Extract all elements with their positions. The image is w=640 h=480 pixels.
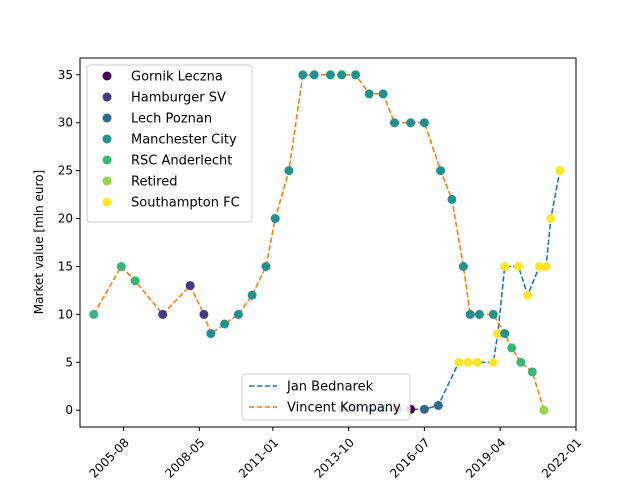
axes-frame [79,57,577,428]
data-point [474,309,484,319]
y-tick-label: 25 [58,164,73,178]
data-point [325,70,335,80]
data-point [546,214,556,223]
data-point [419,118,429,128]
data-point [458,262,468,271]
y-tick-label: 30 [58,116,73,130]
data-point [406,118,416,128]
club-legend-label: Southampton FC [131,196,240,211]
data-point [261,262,271,271]
data-point [488,309,498,319]
data-point [390,118,399,128]
y-axis-ticks: 0 5 10 15 20 25 30 35 [58,68,80,417]
data-point [158,309,168,319]
data-point [436,166,446,176]
data-point [220,319,230,329]
x-tick-label: 2013-10 [312,435,357,480]
x-tick-label: 2005-08 [87,435,132,480]
y-tick-label: 10 [58,307,73,321]
data-point [130,276,140,286]
data-point [247,290,257,300]
data-point [493,329,503,339]
y-tick-label: 15 [58,259,73,273]
data-point [433,400,443,410]
x-tick-label: 2016-07 [387,435,432,480]
series-legend-label: Vincent Kompany [287,401,401,416]
data-point [309,70,319,80]
club-legend: Gornik Leczna Hamburger SV Lech Poznan Manc… [86,64,253,223]
data-point [500,262,510,271]
data-point [555,166,565,176]
y-tick-label: 5 [65,355,73,369]
data-point [523,290,533,300]
data-point [541,262,551,271]
club-legend-marker [102,92,112,102]
y-tick-label: 0 [65,403,73,417]
club-legend-marker [102,176,112,186]
x-tick-label: 2011-01 [236,435,281,480]
club-legend-label: Manchester City [131,133,237,148]
data-point [89,309,99,319]
y-tick-label: 20 [58,212,73,226]
data-point [364,89,374,99]
data-point [463,357,473,367]
x-tick-label: 2022-01 [539,435,584,480]
club-legend-marker [102,155,112,165]
club-legend-marker [102,134,112,144]
series-legend-box [241,373,411,421]
y-axis-label: Market value [mln euro] [32,170,46,314]
x-tick-label: 2019-04 [463,435,508,480]
data-point [233,309,243,319]
data-point [527,367,537,377]
data-point [185,281,195,291]
data-point [378,89,388,99]
data-point [116,262,126,271]
club-legend-label: RSC Anderlecht [131,154,232,169]
data-point [500,329,510,339]
club-legend-box [86,64,253,223]
data-point [539,405,549,415]
club-legend-marker [102,113,112,123]
x-axis-ticks: 2005-08 2008-05 2011-01 2013-10 2016-07 2019-… [87,427,584,480]
series-line-0 [341,170,561,411]
data-point [351,70,361,80]
data-point [507,343,517,353]
club-legend-label: Retired [131,175,177,190]
series-legend-label: Jan Bednarek [286,380,374,395]
series-line-1 [93,74,545,411]
club-legend-marker [102,197,112,207]
club-legend-marker [102,71,112,81]
club-legend-label: Hamburger SV [131,91,226,106]
data-point [298,70,308,80]
data-point [488,357,498,367]
club-legend-label: Gornik Leczna [131,70,223,85]
club-legend-label: Lech Poznan [131,112,212,127]
data-point [514,262,523,271]
data-point [454,357,464,367]
data-point [337,70,347,80]
data-point [534,262,544,271]
data-point [516,357,526,367]
data-point [199,309,209,319]
data-point [270,214,280,223]
data-point [206,329,216,339]
data-point [447,194,457,204]
data-point [472,357,482,367]
y-tick-label: 35 [58,68,73,82]
series-legend: Jan Bednarek Vincent Kompany [241,373,411,421]
data-point [465,309,475,319]
x-tick-label: 2008-05 [162,435,207,480]
data-point [419,404,429,414]
data-point [284,166,294,176]
